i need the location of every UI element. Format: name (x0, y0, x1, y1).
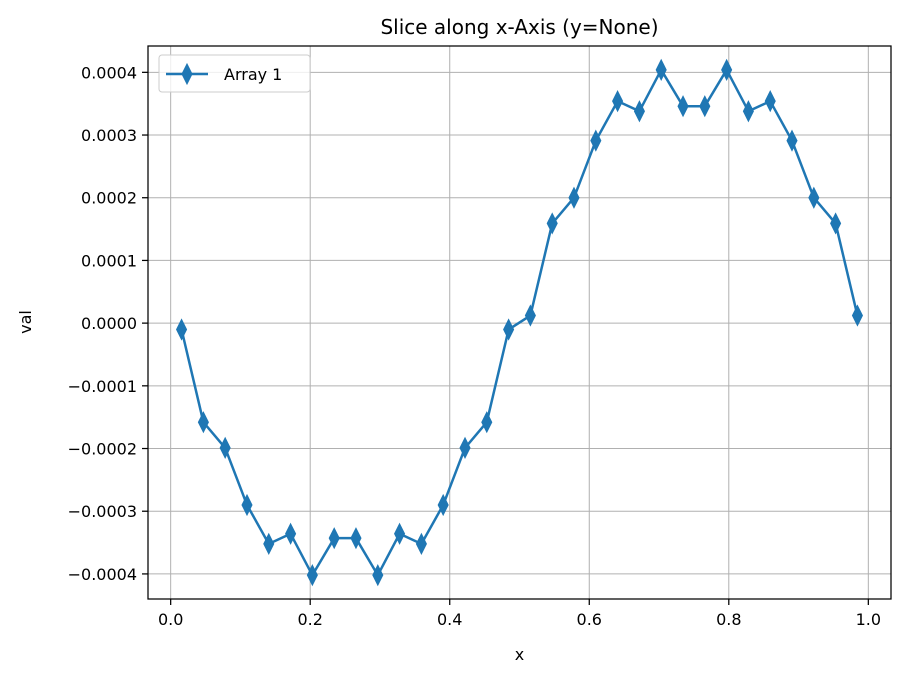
y-tick-label: 0.0002 (81, 189, 137, 208)
data-point (612, 90, 624, 113)
data-point (328, 527, 340, 550)
series-layer (175, 58, 864, 587)
x-tick-label: 0.4 (437, 610, 462, 629)
data-point (721, 58, 733, 81)
y-tick-label: 0.0003 (81, 126, 137, 145)
y-tick-label: 0.0004 (81, 63, 137, 82)
y-tick-label: 0.0001 (81, 251, 137, 270)
x-tick-label: 0.6 (577, 610, 602, 629)
data-point (786, 129, 798, 152)
data-point (459, 436, 471, 460)
data-point (524, 304, 536, 327)
data-point (503, 318, 515, 341)
y-axis-label: val (16, 310, 35, 334)
data-point (851, 304, 864, 327)
x-tick-label: 0.0 (158, 610, 183, 629)
data-point (219, 436, 231, 460)
data-point (394, 522, 406, 545)
legend-label: Array 1 (224, 65, 282, 84)
data-point (175, 318, 188, 341)
series-line (180, 68, 859, 577)
y-axis: −0.0004 −0.0003 −0.0002 −0.0001 0.0000 0.0001… (68, 63, 148, 584)
x-axis-label: x (515, 645, 524, 664)
data-point (677, 95, 689, 118)
plot-frame (147, 45, 892, 600)
data-point (197, 411, 209, 434)
data-point (546, 212, 558, 235)
data-point (655, 58, 667, 81)
data-point (764, 90, 776, 113)
data-point (808, 186, 820, 209)
data-point (437, 493, 449, 517)
y-tick-label: −0.0001 (68, 377, 137, 396)
data-point (568, 186, 580, 209)
data-point (285, 522, 297, 545)
chart-title: Slice along x-Axis (y=None) (380, 15, 658, 39)
data-point (590, 129, 602, 152)
x-tick-label: 0.2 (297, 610, 322, 629)
legend-marker-icon (181, 62, 193, 86)
x-axis: 0.0 0.2 0.4 0.6 0.8 1.0 (158, 599, 881, 629)
data-point (350, 527, 362, 550)
y-tick-label: −0.0003 (68, 502, 137, 521)
x-tick-label: 1.0 (856, 610, 881, 629)
data-point (263, 532, 275, 555)
data-point (241, 493, 253, 517)
legend: Array 1 (158, 54, 311, 93)
data-point (742, 100, 754, 123)
data-point (306, 564, 318, 587)
data-point (830, 212, 842, 235)
y-tick-label: 0.0000 (81, 314, 137, 333)
data-point (481, 411, 493, 434)
x-tick-label: 0.8 (716, 610, 741, 629)
data-point (372, 564, 384, 587)
legend-box (158, 54, 311, 93)
data-point (699, 95, 711, 118)
y-tick-label: −0.0004 (68, 565, 137, 584)
data-point (633, 100, 645, 123)
data-point (415, 532, 427, 555)
y-tick-label: −0.0002 (68, 440, 137, 459)
